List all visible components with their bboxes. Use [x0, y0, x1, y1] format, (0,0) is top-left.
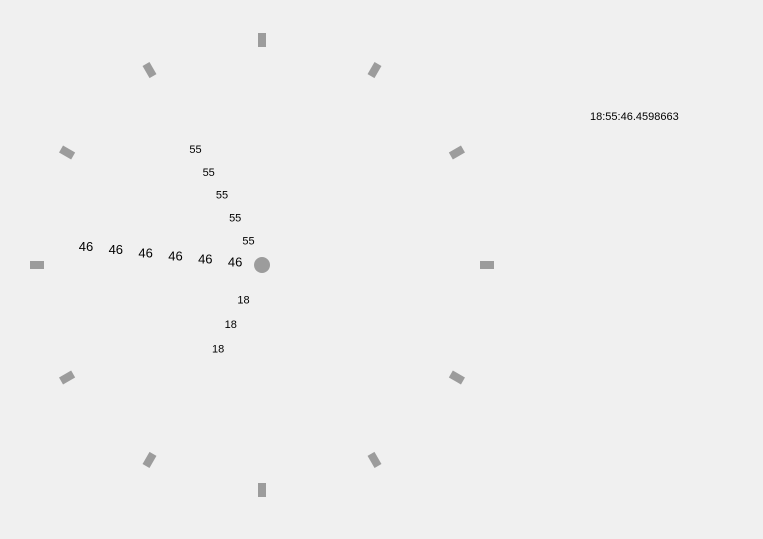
minute-hand-label: 55: [229, 213, 241, 225]
hour-tick-1: [367, 62, 382, 79]
hour-tick-11: [142, 62, 157, 79]
hour-tick-6: [258, 483, 266, 497]
clock-center-hub: [254, 257, 270, 273]
hour-ticks: [30, 33, 494, 497]
second-hand-label: 46: [109, 242, 123, 257]
hour-tick-5: [367, 451, 382, 468]
hour-tick-3: [480, 261, 494, 269]
second-hand-label: 46: [79, 239, 93, 254]
digital-time-readout: 18:55:46.4598663: [590, 111, 679, 123]
hour-tick-8: [59, 370, 76, 385]
minute-hand-label: 55: [203, 167, 215, 179]
hour-tick-10: [59, 145, 76, 160]
second-hand-label: 46: [138, 245, 152, 260]
second-hand-label: 46: [228, 255, 242, 270]
hour-tick-9: [30, 261, 44, 269]
hour-hand-label: 18: [212, 343, 224, 355]
second-hand-label: 46: [168, 248, 182, 263]
hour-tick-0: [258, 33, 266, 47]
second-hand: 46 46 46 46 46 46: [79, 239, 243, 270]
minute-hand-label: 55: [216, 190, 228, 202]
hour-tick-4: [448, 370, 465, 385]
hour-tick-2: [448, 145, 465, 160]
minute-hand-label: 55: [242, 236, 254, 248]
second-hand-label: 46: [198, 252, 212, 267]
hour-hand-label: 18: [225, 319, 237, 331]
hour-hand-label: 18: [237, 295, 249, 307]
minute-hand-label: 55: [189, 144, 201, 156]
hour-tick-7: [142, 451, 157, 468]
